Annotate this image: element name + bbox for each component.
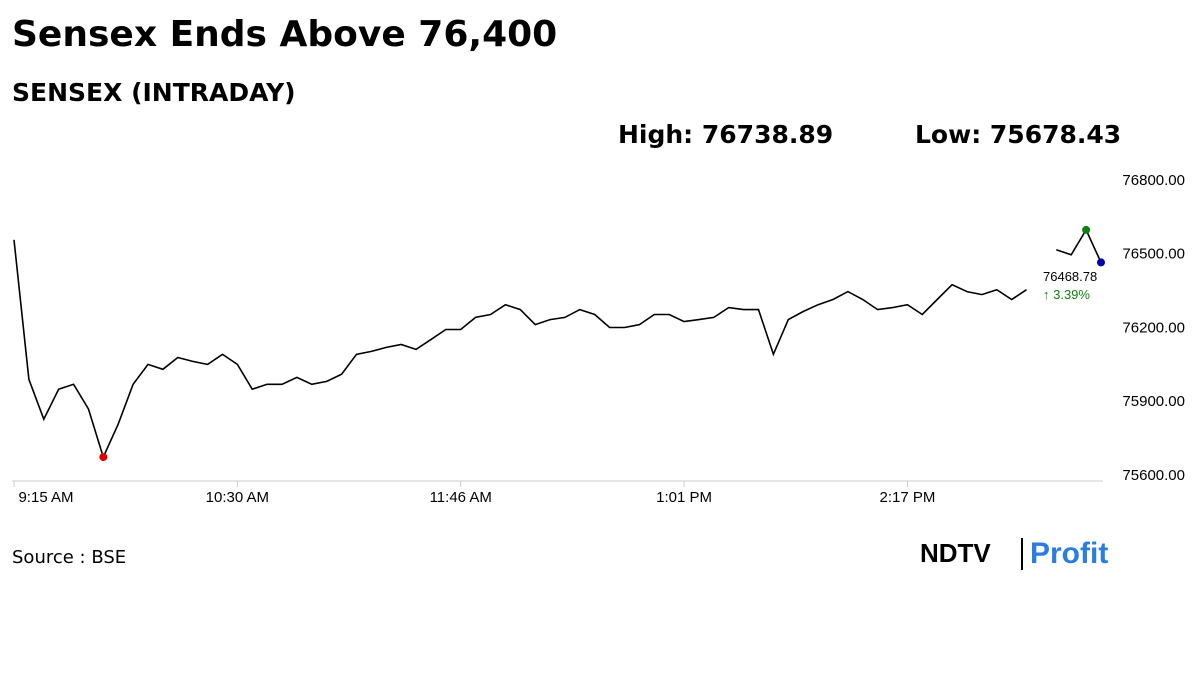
y-tick-label: 76500.00 xyxy=(1122,246,1185,263)
x-tick-label: 11:46 AM xyxy=(430,489,492,506)
low-text: Low: 75678.43 xyxy=(915,120,1121,149)
high-text: High: 76738.89 xyxy=(618,120,833,149)
high-marker xyxy=(1082,225,1091,234)
x-tick-label: 9:15 AM xyxy=(18,489,73,506)
price-line xyxy=(13,228,1102,460)
low-marker xyxy=(99,453,108,462)
y-tick-label: 75900.00 xyxy=(1122,393,1185,410)
source: Source : BSE xyxy=(12,547,126,568)
y-tick-label: 76200.00 xyxy=(1122,319,1185,336)
chart-subtitle: SENSEX (INTRADAY) xyxy=(12,78,296,107)
y-tick-label: 75600.00 xyxy=(1122,467,1185,484)
logo-right: Profit xyxy=(1030,537,1108,570)
chart-title: Sensex Ends Above 76,400 xyxy=(12,14,557,55)
change-label: ↑ 3.39% xyxy=(1043,287,1090,302)
last-marker xyxy=(1097,258,1105,267)
last-value-label: 76468.78 xyxy=(1043,269,1097,284)
x-tick-label: 10:30 AM xyxy=(206,489,269,506)
x-tick-label: 1:01 PM xyxy=(656,489,712,506)
y-tick-label: 76800.00 xyxy=(1122,172,1185,189)
x-tick-label: 2:17 PM xyxy=(879,489,935,506)
logo-left: NDTV xyxy=(920,538,991,568)
